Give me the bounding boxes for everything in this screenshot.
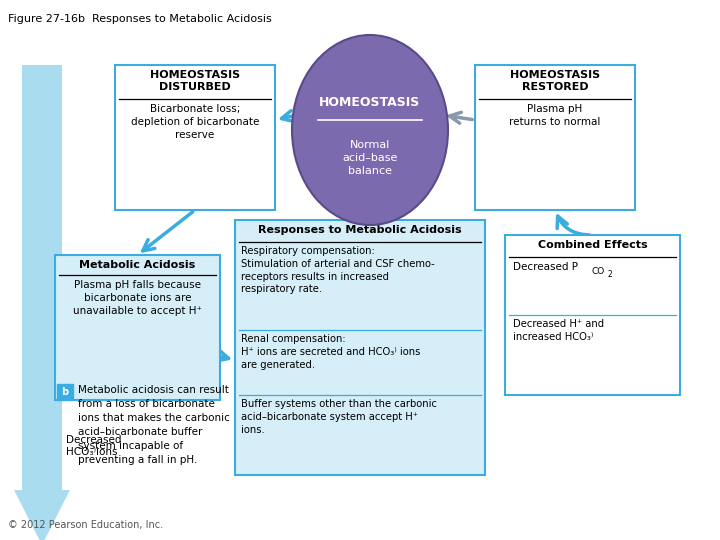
- Text: HOMEOSTASIS
RESTORED: HOMEOSTASIS RESTORED: [510, 70, 600, 92]
- Text: © 2012 Pearson Education, Inc.: © 2012 Pearson Education, Inc.: [8, 520, 163, 530]
- Text: ions that makes the carbonic: ions that makes the carbonic: [78, 413, 230, 423]
- Text: Combined Effects: Combined Effects: [538, 240, 647, 250]
- Text: system incapable of: system incapable of: [78, 441, 183, 451]
- Text: Decreased H⁺ and
increased HCO₃⁾: Decreased H⁺ and increased HCO₃⁾: [513, 319, 604, 342]
- Text: Respiratory compensation:
Stimulation of arterial and CSF chemo-
receptors resul: Respiratory compensation: Stimulation of…: [241, 246, 435, 294]
- Text: acid–bicarbonate buffer: acid–bicarbonate buffer: [78, 427, 202, 437]
- Text: Decreased
HCO₃⁾ions: Decreased HCO₃⁾ions: [66, 435, 122, 457]
- Text: HOMEOSTASIS
DISTURBED: HOMEOSTASIS DISTURBED: [150, 70, 240, 92]
- Text: preventing a fall in pH.: preventing a fall in pH.: [78, 455, 197, 465]
- Text: b: b: [61, 387, 68, 397]
- Text: Buffer systems other than the carbonic
acid–bicarbonate system accept H⁺
ions.: Buffer systems other than the carbonic a…: [241, 399, 437, 435]
- Text: Metabolic Acidosis: Metabolic Acidosis: [79, 260, 196, 270]
- Text: Decreased P: Decreased P: [513, 262, 578, 272]
- Ellipse shape: [292, 35, 448, 225]
- FancyBboxPatch shape: [475, 65, 635, 210]
- Text: Figure 27-16b  Responses to Metabolic Acidosis: Figure 27-16b Responses to Metabolic Aci…: [8, 14, 271, 24]
- FancyBboxPatch shape: [115, 65, 275, 210]
- Text: Metabolic acidosis can result: Metabolic acidosis can result: [78, 385, 229, 395]
- Text: Plasma pH falls because
bicarbonate ions are
unavailable to accept H⁺: Plasma pH falls because bicarbonate ions…: [73, 280, 202, 315]
- Text: 2: 2: [608, 270, 613, 279]
- Text: Normal
acid–base
balance: Normal acid–base balance: [342, 140, 397, 176]
- Text: Responses to Metabolic Acidosis: Responses to Metabolic Acidosis: [258, 225, 462, 235]
- Text: CO: CO: [591, 267, 604, 276]
- FancyBboxPatch shape: [235, 220, 485, 475]
- FancyBboxPatch shape: [57, 384, 73, 400]
- Text: HOMEOSTASIS: HOMEOSTASIS: [320, 96, 420, 109]
- Text: Plasma pH
returns to normal: Plasma pH returns to normal: [509, 104, 600, 127]
- FancyBboxPatch shape: [55, 255, 220, 400]
- FancyBboxPatch shape: [505, 235, 680, 395]
- FancyArrow shape: [14, 65, 70, 540]
- Text: from a loss of bicarbonate: from a loss of bicarbonate: [78, 399, 215, 409]
- Text: Bicarbonate loss;
depletion of bicarbonate
reserve: Bicarbonate loss; depletion of bicarbona…: [131, 104, 259, 140]
- Text: Renal compensation:
H⁺ ions are secreted and HCO₃⁾ ions
are generated.: Renal compensation: H⁺ ions are secreted…: [241, 334, 420, 369]
